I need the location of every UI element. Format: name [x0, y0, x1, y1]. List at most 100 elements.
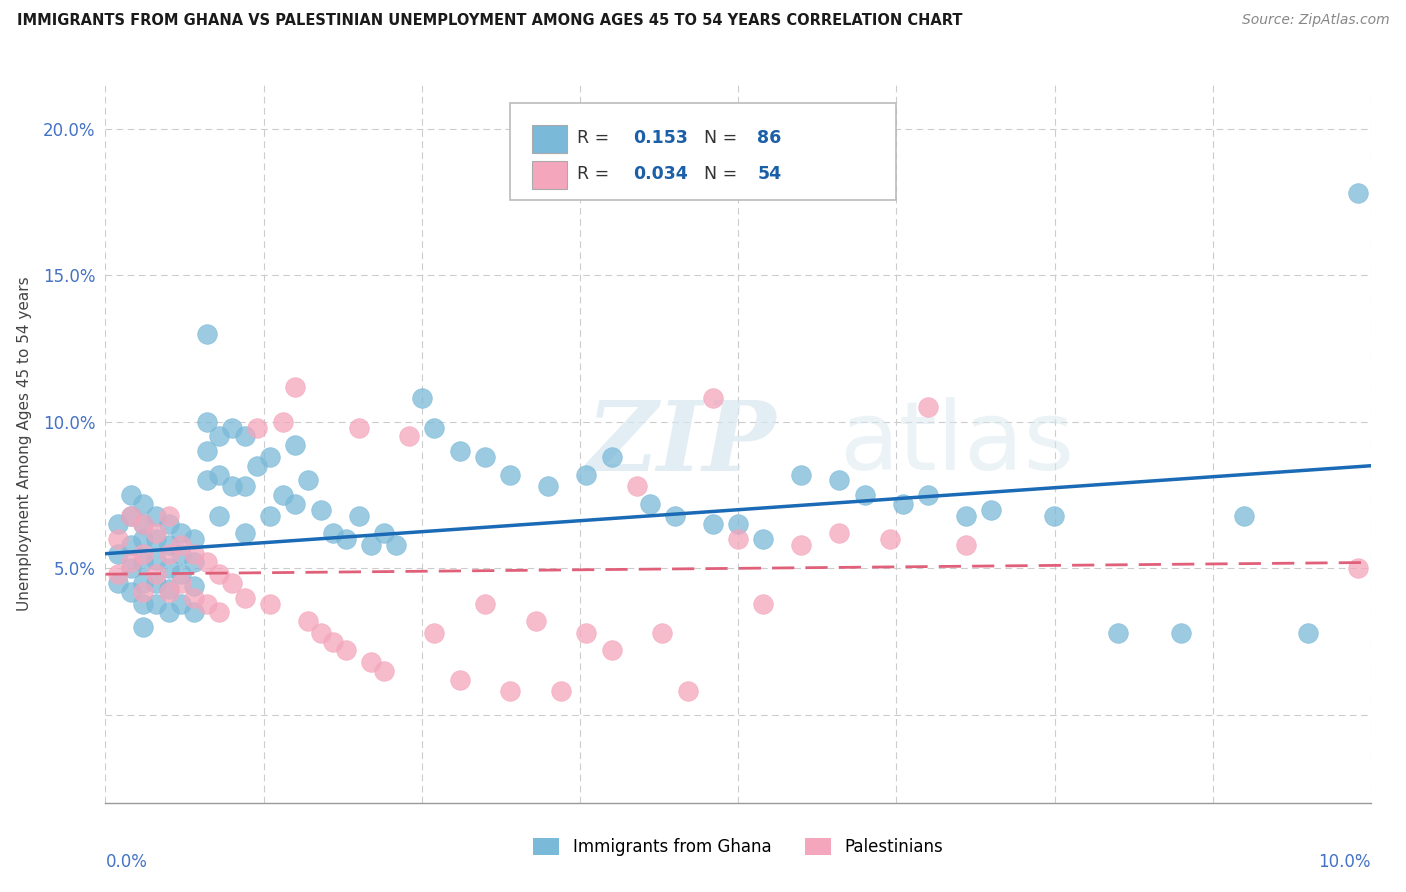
Text: 86: 86	[756, 128, 782, 146]
Point	[828, 526, 851, 541]
Point	[107, 567, 129, 582]
Point	[626, 479, 648, 493]
Point	[157, 547, 180, 561]
Point	[474, 597, 496, 611]
Point	[107, 547, 129, 561]
Point	[233, 429, 256, 443]
Point	[195, 556, 218, 570]
Point	[309, 625, 332, 640]
Point	[702, 517, 724, 532]
Point	[790, 538, 813, 552]
Point	[170, 526, 193, 541]
Point	[271, 488, 294, 502]
Point	[449, 444, 471, 458]
Point	[208, 605, 231, 619]
Point	[297, 614, 319, 628]
Point	[322, 526, 344, 541]
Point	[474, 450, 496, 464]
Point	[1043, 508, 1066, 523]
Point	[360, 655, 382, 669]
Point	[347, 508, 370, 523]
Point	[107, 517, 129, 532]
FancyBboxPatch shape	[510, 103, 897, 200]
Point	[208, 508, 231, 523]
Point	[233, 526, 256, 541]
Point	[120, 556, 142, 570]
Point	[360, 538, 382, 552]
Point	[120, 584, 142, 599]
Point	[145, 597, 167, 611]
Point	[120, 538, 142, 552]
Point	[170, 538, 193, 552]
Point	[790, 467, 813, 482]
Point	[120, 561, 142, 575]
Point	[221, 420, 243, 434]
Point	[284, 497, 307, 511]
Point	[132, 597, 155, 611]
Point	[195, 597, 218, 611]
Point	[132, 532, 155, 546]
Point	[183, 605, 205, 619]
Point	[132, 584, 155, 599]
Point	[195, 326, 218, 341]
Point	[955, 538, 977, 552]
Point	[208, 467, 231, 482]
Point	[651, 625, 673, 640]
Point	[170, 567, 193, 582]
Point	[170, 547, 193, 561]
Point	[132, 576, 155, 591]
Point	[423, 420, 446, 434]
Point	[575, 467, 598, 482]
Text: 0.0%: 0.0%	[105, 853, 148, 871]
Point	[195, 474, 218, 488]
Point	[120, 508, 142, 523]
Point	[246, 420, 269, 434]
Point	[828, 474, 851, 488]
Point	[373, 526, 395, 541]
Bar	[531, 125, 568, 153]
Point	[183, 556, 205, 570]
Point	[449, 673, 471, 687]
Point	[347, 420, 370, 434]
Legend: Immigrants from Ghana, Palestinians: Immigrants from Ghana, Palestinians	[526, 831, 950, 863]
Text: 10.0%: 10.0%	[1319, 853, 1371, 871]
Point	[145, 567, 167, 582]
Text: R =: R =	[578, 128, 616, 146]
Bar	[531, 161, 568, 189]
Point	[208, 429, 231, 443]
Point	[917, 488, 939, 502]
Text: N =: N =	[704, 165, 742, 183]
Point	[107, 576, 129, 591]
Point	[233, 479, 256, 493]
Point	[499, 467, 522, 482]
Point	[676, 684, 699, 698]
Text: atlas: atlas	[839, 397, 1074, 491]
Point	[575, 625, 598, 640]
Point	[385, 538, 408, 552]
Point	[183, 591, 205, 605]
Point	[208, 567, 231, 582]
Point	[537, 479, 560, 493]
Point	[499, 684, 522, 698]
Point	[157, 584, 180, 599]
Point	[271, 415, 294, 429]
Text: ZIP: ZIP	[586, 397, 776, 491]
Point	[1233, 508, 1256, 523]
Point	[752, 597, 775, 611]
Point	[980, 502, 1002, 516]
Point	[132, 517, 155, 532]
Point	[297, 474, 319, 488]
Point	[132, 547, 155, 561]
Point	[727, 517, 749, 532]
Text: 0.034: 0.034	[633, 165, 688, 183]
Point	[221, 479, 243, 493]
Point	[120, 508, 142, 523]
Point	[309, 502, 332, 516]
Point	[170, 597, 193, 611]
Text: IMMIGRANTS FROM GHANA VS PALESTINIAN UNEMPLOYMENT AMONG AGES 45 TO 54 YEARS CORR: IMMIGRANTS FROM GHANA VS PALESTINIAN UNE…	[17, 13, 962, 29]
Point	[727, 532, 749, 546]
Point	[132, 620, 155, 634]
Point	[246, 458, 269, 473]
Point	[145, 576, 167, 591]
Text: 54: 54	[756, 165, 782, 183]
